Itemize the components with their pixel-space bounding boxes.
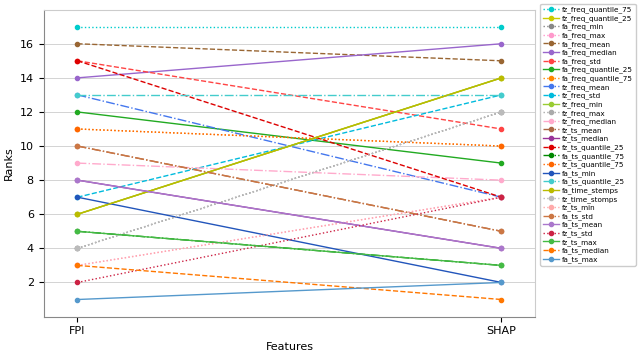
Y-axis label: Ranks: Ranks: [4, 146, 14, 180]
Legend: fz_freq_quantile_75, fz_freq_quantile_25, fa_freq_min, fa_freq_max, fa_freq_mean: fz_freq_quantile_75, fz_freq_quantile_25…: [540, 4, 636, 266]
X-axis label: Features: Features: [266, 342, 314, 352]
